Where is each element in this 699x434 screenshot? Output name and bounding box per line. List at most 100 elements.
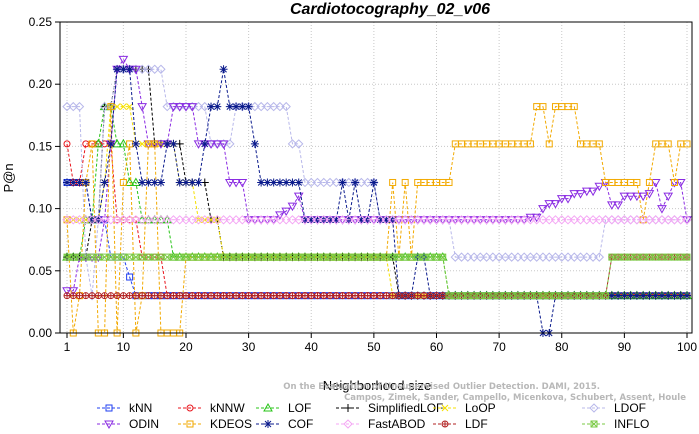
grid	[60, 21, 692, 334]
data-point	[182, 253, 190, 261]
data-point	[181, 215, 191, 225]
legend-label: LDF	[465, 417, 488, 431]
data-point	[118, 138, 129, 148]
x-axis: 1 10 20 30 40 50 60 70 80 90 100	[64, 333, 697, 354]
data-point	[625, 192, 636, 202]
data-point	[625, 215, 636, 225]
data-point	[306, 215, 316, 225]
data-point	[419, 215, 429, 225]
data-point	[557, 252, 567, 262]
legend-item-knn: kNN	[97, 401, 152, 415]
data-point	[550, 252, 561, 262]
data-point	[137, 214, 148, 224]
data-point	[74, 215, 85, 225]
data-point	[138, 292, 146, 300]
data-point	[99, 215, 110, 225]
legend-marker	[343, 419, 353, 429]
data-point	[101, 292, 109, 300]
data-point	[356, 177, 367, 188]
data-point	[212, 215, 223, 225]
data-point	[414, 292, 422, 300]
data-point	[232, 292, 240, 300]
data-point	[531, 252, 542, 262]
data-point	[243, 216, 254, 225]
data-point	[670, 291, 679, 300]
data-point	[293, 192, 304, 202]
data-point	[218, 140, 229, 149]
x-tick-label: 100	[677, 340, 697, 354]
legend-marker	[589, 403, 599, 413]
y-axis: 0.00 0.05 0.10 0.15 0.20 0.25	[29, 15, 60, 340]
data-point	[664, 140, 672, 148]
data-point	[270, 292, 278, 300]
legend-item-cof: COF	[256, 417, 313, 431]
data-point	[69, 178, 78, 187]
data-point	[112, 215, 122, 225]
data-point	[131, 65, 141, 75]
data-point	[582, 252, 592, 262]
legend-label: kNN	[129, 401, 152, 415]
data-point	[314, 292, 322, 300]
data-point	[406, 215, 417, 225]
data-point	[126, 103, 133, 110]
data-point	[475, 215, 486, 225]
data-point	[218, 215, 229, 225]
legend-item-inflo: INFLO	[582, 417, 649, 431]
data-point	[132, 292, 140, 300]
data-point	[362, 215, 373, 225]
data-point	[268, 101, 279, 112]
data-point	[382, 292, 390, 300]
data-point	[357, 215, 366, 224]
data-point	[500, 215, 511, 225]
data-point	[538, 215, 548, 225]
data-point	[220, 292, 228, 300]
legend-marker	[186, 404, 194, 412]
data-point	[175, 215, 185, 225]
data-point	[651, 291, 660, 300]
data-point	[213, 102, 222, 111]
data-point	[450, 252, 460, 262]
data-point	[338, 178, 347, 187]
data-point	[683, 291, 691, 300]
x-tick-label: 90	[618, 340, 632, 354]
data-point	[257, 292, 265, 300]
data-point	[606, 201, 617, 210]
x-tick-label: 40	[305, 340, 319, 354]
data-point	[68, 101, 78, 112]
legend-item-ldf: LDF	[433, 417, 488, 431]
data-point	[563, 252, 573, 262]
legend-label: SimplifiedLOF	[368, 401, 443, 415]
data-point	[213, 292, 221, 300]
data-point	[575, 252, 586, 262]
data-point	[268, 216, 279, 225]
data-point	[600, 215, 611, 225]
data-point	[500, 252, 511, 262]
data-point	[282, 292, 290, 300]
data-point	[538, 205, 548, 214]
data-point	[657, 205, 667, 214]
data-point	[174, 103, 185, 112]
legend-label: COF	[288, 417, 313, 431]
data-point	[444, 215, 454, 225]
data-point	[644, 215, 655, 225]
legend-marker	[441, 404, 449, 412]
data-point	[382, 215, 391, 224]
data-point	[149, 215, 160, 225]
data-point	[300, 215, 310, 225]
data-point	[63, 140, 71, 148]
x-tick-label: 10	[117, 340, 131, 354]
data-point	[124, 177, 135, 186]
data-point	[369, 216, 379, 225]
data-point	[513, 215, 523, 225]
data-point	[113, 103, 121, 110]
legend-marker	[344, 404, 352, 412]
data-point	[545, 140, 553, 148]
data-point	[664, 291, 673, 300]
data-point	[256, 215, 266, 225]
series-line	[67, 256, 687, 297]
legend-marker	[441, 420, 449, 428]
data-point	[683, 140, 691, 148]
data-point	[325, 215, 335, 225]
data-point	[93, 215, 104, 225]
data-point	[201, 292, 209, 300]
